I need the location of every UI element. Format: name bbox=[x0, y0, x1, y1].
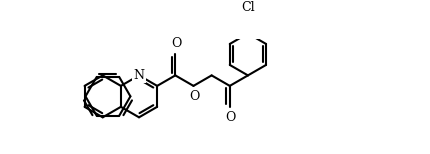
Text: O: O bbox=[225, 111, 236, 124]
Text: O: O bbox=[189, 90, 200, 103]
Text: Cl: Cl bbox=[241, 1, 255, 14]
Text: N: N bbox=[134, 69, 144, 82]
Text: O: O bbox=[171, 37, 181, 50]
